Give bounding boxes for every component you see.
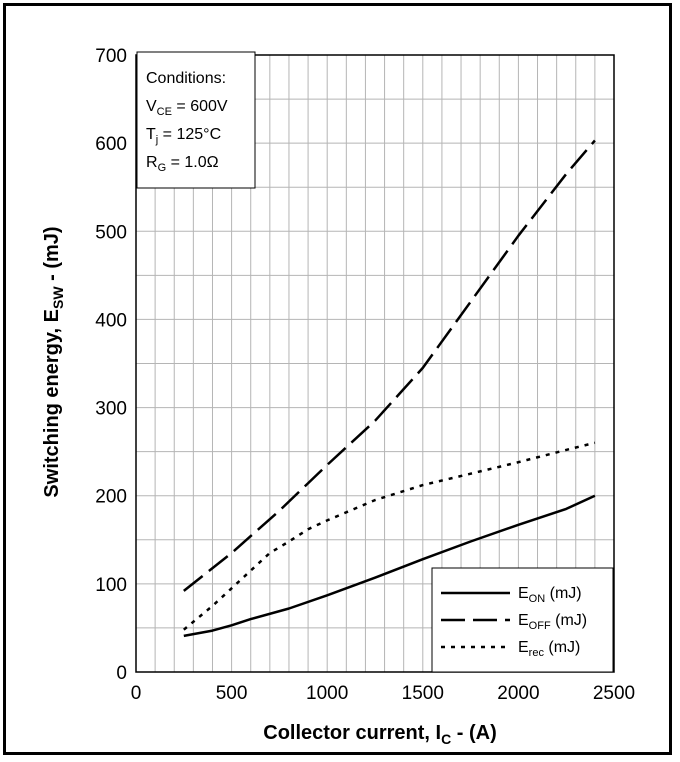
y-tick-label: 600 [95,134,127,155]
y-tick-label: 300 [95,399,127,420]
tick-labels: 0 500 1000 1500 2000 2500 0 100 200 300 400 500 600 7… [95,46,635,704]
x-tick-label: 2500 [593,683,635,704]
series-layer [183,139,596,638]
legend-label-eoff: EOFF (mJ) [518,612,587,632]
y-tick-label: 700 [95,46,127,67]
legend-label-erec: Erec (mJ) [518,639,580,659]
x-tick-label: 2000 [497,683,539,704]
y-axis-title: Switching energy, ESW - (mJ) [41,226,66,497]
series-line-erec [183,441,596,631]
x-axis-title: Collector current, IC - (A) [263,722,496,747]
y-tick-label: 500 [95,222,127,243]
y-tick-label: 400 [95,310,127,331]
legend: EON (mJ) EOFF (mJ) Erec (mJ) [431,567,614,673]
x-tick-label: 1500 [402,683,444,704]
condition-vce: VCE = 600V [146,98,228,118]
condition-rg: RG = 1.0Ω [146,154,219,174]
series-line-eon [183,494,596,638]
y-tick-label: 100 [95,575,127,596]
legend-label-eon: EON (mJ) [518,585,582,605]
conditions-title: Conditions: [146,70,226,87]
condition-tj: Tj = 125°C [146,126,221,146]
x-tick-label: 1000 [306,683,348,704]
plot-border [135,54,615,673]
conditions-box: Conditions: VCE = 600V Tj = 125°C RG = 1… [136,51,256,189]
y-tick-label: 200 [95,487,127,508]
y-tick-label: 0 [116,663,127,684]
x-tick-label: 0 [131,683,142,704]
grid [136,55,614,672]
series-line-eoff [183,139,596,592]
x-tick-label: 500 [216,683,248,704]
